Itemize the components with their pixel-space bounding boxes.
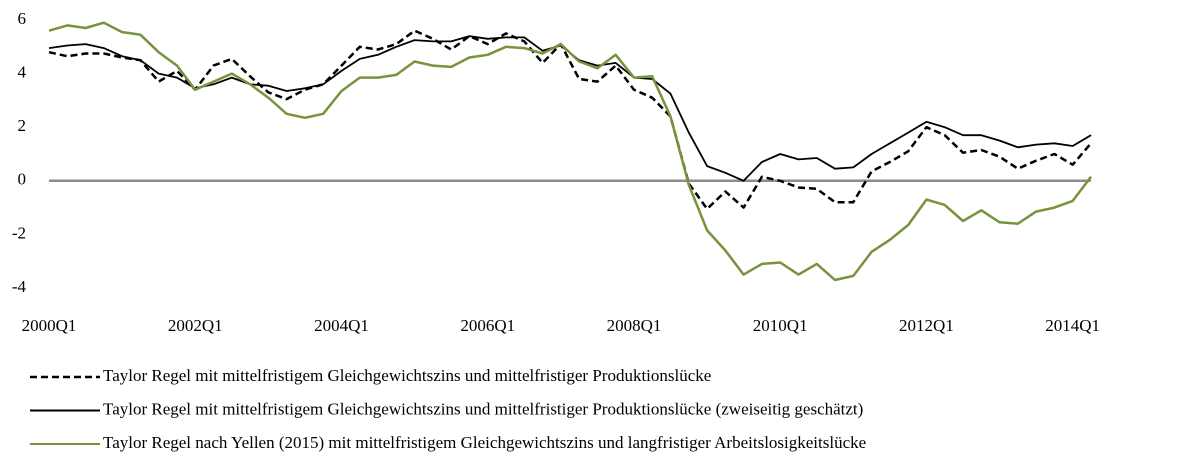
x-tick-label: 2014Q1 <box>1045 316 1100 335</box>
series-line <box>48 35 1092 182</box>
x-tick-label: 2004Q1 <box>314 316 369 335</box>
y-tick-label: -2 <box>12 223 26 242</box>
y-tick-label: -4 <box>12 277 27 296</box>
x-tick-label: 2006Q1 <box>460 316 515 335</box>
series-line <box>48 21 1092 282</box>
x-tick-label: 2010Q1 <box>753 316 808 335</box>
legend-label: Taylor Regel nach Yellen (2015) mit mitt… <box>103 433 866 452</box>
series-line <box>48 29 1092 211</box>
y-tick-label: 0 <box>18 170 27 189</box>
y-tick-label: 2 <box>18 116 27 135</box>
x-tick-label: 2000Q1 <box>22 316 77 335</box>
legend-label: Taylor Regel mit mittelfristigem Gleichg… <box>103 366 711 385</box>
x-tick-label: 2002Q1 <box>168 316 223 335</box>
y-tick-label: 6 <box>18 9 27 28</box>
x-tick-label: 2008Q1 <box>607 316 662 335</box>
legend-label: Taylor Regel mit mittelfristigem Gleichg… <box>103 399 863 418</box>
y-tick-label: 4 <box>18 63 27 82</box>
x-tick-label: 2012Q1 <box>899 316 954 335</box>
